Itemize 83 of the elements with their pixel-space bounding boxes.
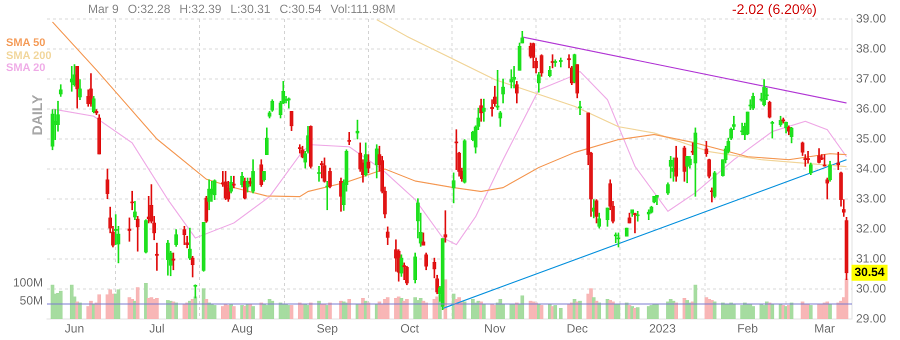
candlestick [633, 212, 637, 234]
y2-tick-label: 100M [12, 276, 43, 290]
bar [308, 302, 313, 319]
y2-axis-title: DAILY [29, 94, 45, 138]
candlestick [550, 54, 554, 68]
candlestick [822, 154, 826, 167]
text: C:30.54 [279, 2, 322, 16]
bar [844, 278, 848, 319]
text: H:32.39 [179, 2, 222, 16]
candlestick [616, 232, 620, 248]
y-tick-label: 38.00 [856, 41, 886, 56]
bar [790, 302, 794, 319]
bar [751, 306, 755, 319]
x-tick-label: Nov [484, 322, 506, 336]
y-tick-label: 34.00 [856, 161, 886, 176]
bar [655, 304, 659, 319]
bar [520, 295, 524, 319]
candlestick [356, 120, 360, 140]
x-tick-label: Aug [231, 322, 253, 336]
series-label: SMA 50 [6, 37, 46, 50]
text: SMA 200 [6, 50, 52, 62]
y-tick-label: 29.00 [856, 311, 886, 326]
x-tick-label: Sep [316, 322, 338, 336]
bar [212, 305, 216, 319]
x-tick-label: Jul [149, 322, 165, 336]
candlestick [512, 66, 516, 88]
bar [155, 298, 159, 319]
candlestick [128, 218, 132, 242]
text: L:30.31 [230, 2, 270, 16]
y-tick-label: 35.00 [856, 131, 886, 146]
x-tick-label: Jun [64, 322, 84, 336]
bar [558, 308, 563, 319]
x-tick-label: Mar [814, 322, 835, 336]
candlestick [655, 195, 659, 206]
x-tick-label: 2023 [649, 322, 676, 336]
bar [97, 294, 102, 319]
bar [232, 306, 236, 319]
annotation: 30.54 [854, 265, 885, 280]
bar [597, 302, 602, 319]
bar [347, 299, 352, 319]
y-tick-label: 37.00 [856, 71, 886, 86]
candlestick [578, 100, 582, 116]
bar [616, 304, 620, 319]
text: SMA 20 [6, 62, 46, 74]
y-tick-label: 31.00 [856, 251, 886, 266]
bar [674, 302, 678, 319]
candlestick [806, 150, 810, 164]
bar [553, 305, 558, 319]
bar [58, 290, 63, 319]
bar [694, 284, 698, 319]
y-tick-label: 30.00 [856, 281, 886, 296]
bar [828, 304, 832, 319]
bar [290, 305, 294, 319]
bar [540, 305, 544, 319]
bar [424, 302, 428, 319]
bar [251, 306, 255, 319]
bar [174, 302, 178, 319]
bar [116, 289, 120, 319]
text: Vol:111.98M [330, 2, 396, 16]
bar [405, 299, 409, 319]
candlestick [317, 166, 321, 182]
bar [712, 302, 716, 319]
x-tick-label: Feb [737, 322, 758, 336]
bar [366, 302, 370, 319]
bar [732, 304, 736, 319]
bar [636, 307, 640, 319]
bar [136, 287, 140, 319]
bar [462, 302, 466, 319]
bar [78, 302, 82, 319]
chart-subtitle: -2.02 (6.20%) [732, 1, 817, 17]
bar [808, 305, 813, 319]
text: Mar 9 [88, 2, 119, 16]
y-tick-label: 33.00 [856, 191, 886, 206]
y-tick-label: 39.00 [856, 11, 886, 26]
bar [386, 297, 390, 319]
x-tick-label: Dec [566, 322, 588, 336]
bar [770, 304, 774, 319]
y-tick-label: 32.00 [856, 221, 886, 236]
x-tick-label: Oct [400, 322, 420, 336]
y-tick-label: 36.00 [856, 101, 886, 116]
text: O:32.28 [128, 2, 170, 16]
y2-tick-label: 50M [20, 293, 44, 308]
bar [482, 304, 486, 319]
